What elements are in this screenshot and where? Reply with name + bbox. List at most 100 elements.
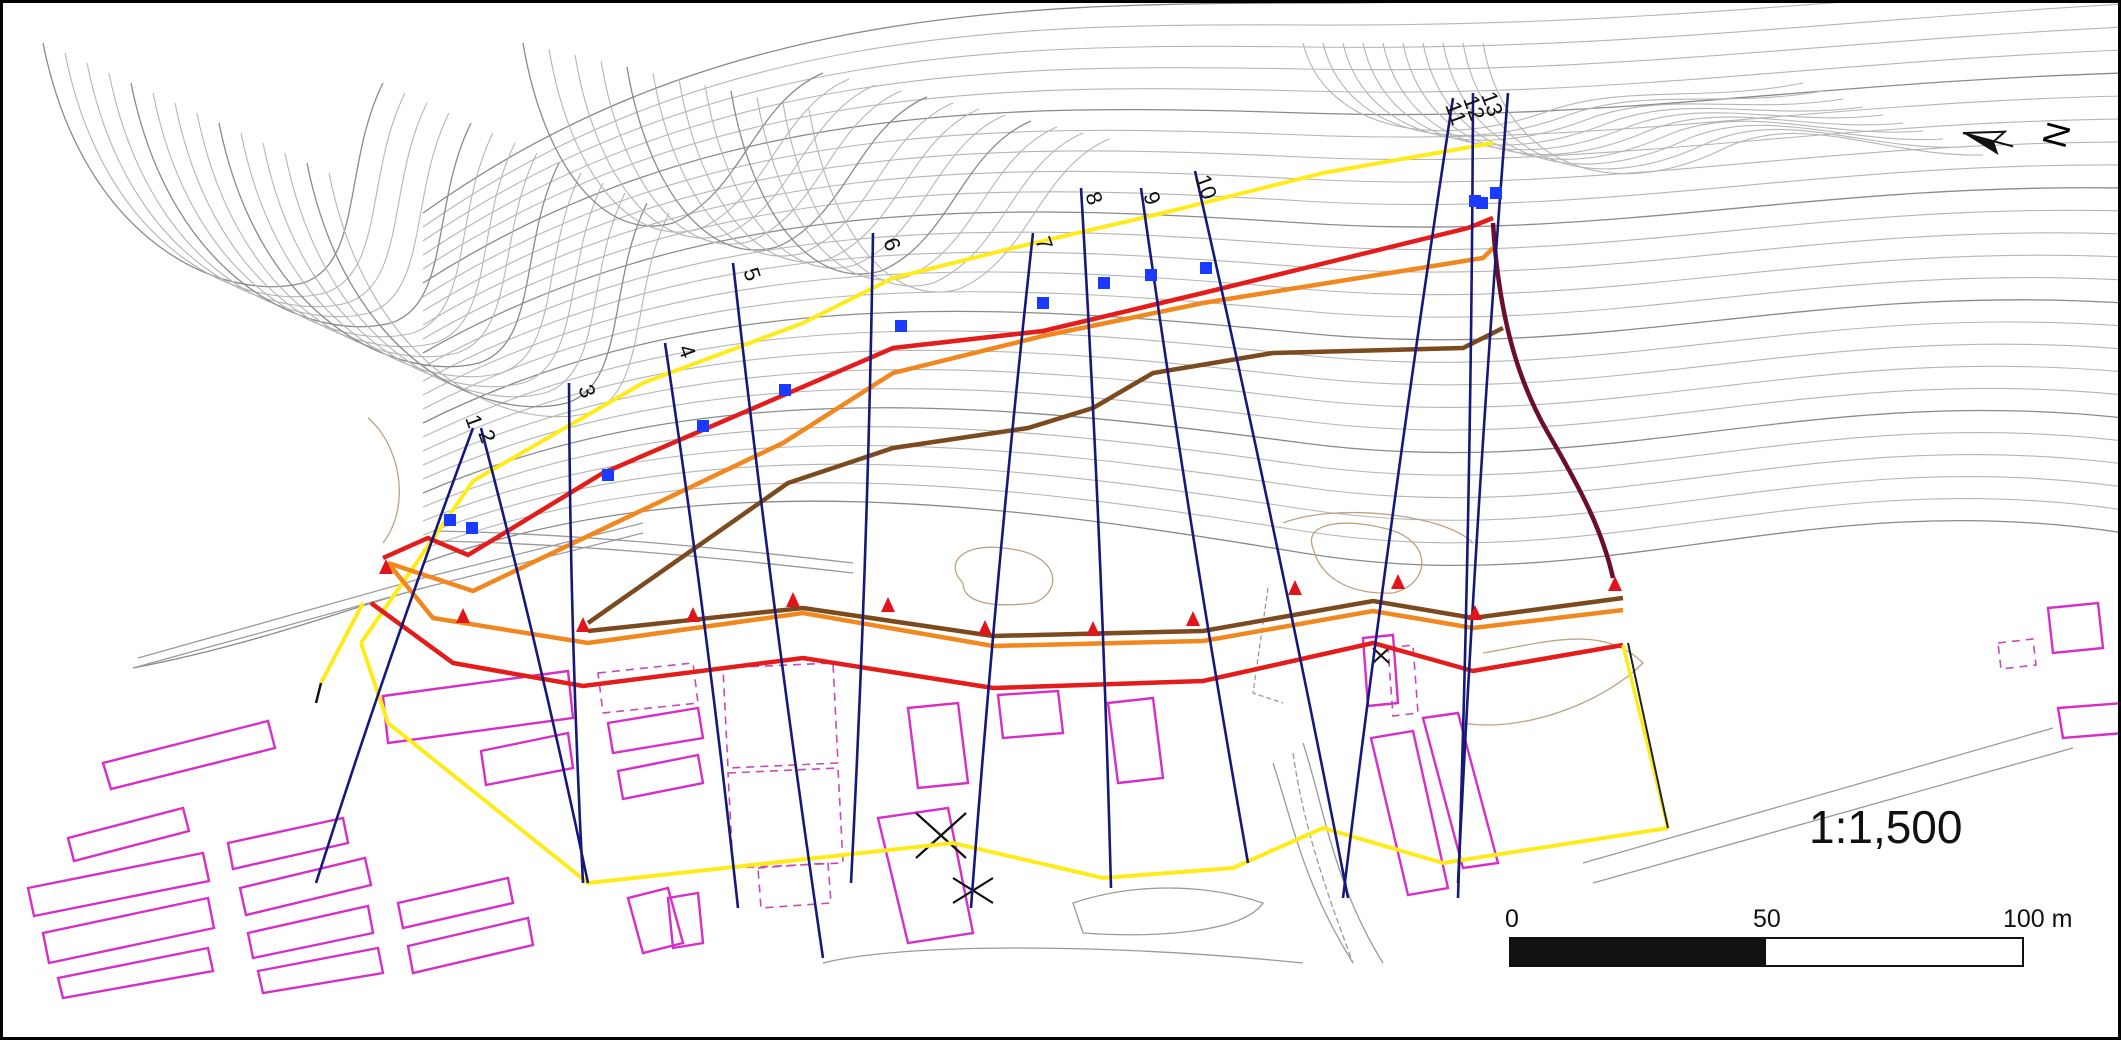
contour-line — [422, 445, 2118, 522]
slope-base — [367, 417, 401, 544]
contour-line — [782, 102, 1084, 287]
building-dashed — [727, 767, 844, 869]
profile-line-6 — [849, 232, 875, 884]
building — [101, 719, 277, 791]
building — [396, 876, 515, 930]
building — [1421, 711, 1500, 870]
upper-marker-square — [602, 469, 614, 481]
building — [2046, 601, 2105, 655]
profile-line-3 — [567, 382, 585, 884]
contour-line — [422, 95, 2118, 298]
building-dashed — [1997, 638, 2037, 670]
lower-marker-triangle — [881, 597, 895, 612]
demolished-mark — [915, 812, 967, 859]
contour-line — [422, 276, 2118, 410]
contour-lines — [42, 3, 2118, 669]
contour-line — [422, 118, 2118, 312]
building-dashed — [597, 662, 699, 714]
boundary-lines — [314, 141, 1670, 886]
contour-line — [1422, 42, 1924, 160]
terrain-details — [132, 417, 2074, 964]
building — [26, 851, 211, 918]
profile-line-11 — [1341, 97, 1455, 899]
contour-line — [64, 52, 406, 298]
building — [238, 856, 373, 917]
contour-line — [678, 78, 980, 263]
contour-line — [422, 482, 2118, 550]
contour-line — [422, 426, 2118, 508]
contour-line — [422, 407, 2118, 494]
contour-line — [626, 66, 928, 251]
contour-line — [1482, 42, 1984, 175]
building-dashed — [1387, 644, 1419, 717]
river-channel — [1292, 752, 1354, 964]
profile-label-8: 8 — [1080, 188, 1108, 208]
road-edge — [132, 532, 644, 669]
contour-line — [1462, 42, 1964, 170]
lower-marker-triangle — [1468, 605, 1482, 620]
building — [1361, 633, 1400, 708]
contour-line — [306, 162, 648, 408]
building — [479, 731, 575, 787]
contour-line — [1362, 42, 1864, 146]
profile-line-10 — [1193, 170, 1350, 899]
retaining-wall — [432, 530, 854, 564]
contour-line — [422, 164, 2118, 340]
building — [381, 669, 575, 745]
contour-line — [422, 343, 2118, 452]
contour-line — [808, 108, 1110, 293]
contour-line — [218, 122, 560, 368]
contour-line — [1342, 42, 1844, 141]
profile-label-5: 5 — [738, 264, 766, 284]
contour-line — [422, 49, 2118, 270]
contour-line — [174, 102, 516, 348]
profile-label-4: 4 — [673, 341, 701, 361]
markers — [379, 187, 1622, 636]
contour-line — [422, 3, 1395, 214]
profile-label-2: 2 — [473, 426, 501, 446]
building — [406, 916, 535, 975]
building — [1106, 696, 1165, 785]
boundary-edge — [1627, 642, 1669, 829]
contour-line — [196, 112, 538, 358]
lower-marker-triangle — [456, 608, 470, 623]
upper-marker-square — [1145, 269, 1157, 281]
contour-line — [574, 54, 876, 239]
contour-line — [108, 72, 450, 318]
road-edge — [1072, 887, 1265, 936]
contour-line — [730, 90, 1032, 275]
scale-tick-50: 50 — [1753, 905, 1781, 933]
profile-line-8 — [1079, 187, 1113, 889]
profile-line-9 — [1139, 187, 1250, 864]
contour-line — [422, 387, 2118, 480]
boundary-line-red — [369, 215, 1624, 691]
building-dashed — [757, 862, 832, 909]
contour-line — [1382, 42, 1884, 151]
upper-marker-square — [444, 514, 456, 526]
contour-line — [600, 60, 902, 245]
contour-line — [328, 172, 670, 418]
building — [666, 891, 705, 950]
contour-line — [1322, 42, 1824, 136]
terrace-outline — [1462, 638, 1644, 726]
contour-line — [1302, 42, 1804, 132]
road-edge — [822, 947, 1304, 964]
profile-label-7: 7 — [1030, 233, 1058, 253]
contour-line — [422, 3, 2118, 242]
profile-lines — [314, 92, 1510, 959]
contour-line — [262, 142, 604, 388]
contour-line — [422, 500, 2118, 567]
terrace-outline — [954, 546, 1054, 606]
lower-marker-triangle — [978, 620, 992, 635]
upper-marker-square — [1098, 277, 1110, 289]
upper-marker-square — [1490, 187, 1502, 199]
building — [1369, 729, 1450, 897]
stair-path — [1252, 587, 1284, 704]
profile-line-13 — [1456, 92, 1510, 884]
contour-line — [548, 48, 850, 233]
scale-bar-filled-segment — [1510, 938, 1766, 966]
building — [606, 706, 705, 755]
scale-bar — [1509, 937, 2024, 967]
